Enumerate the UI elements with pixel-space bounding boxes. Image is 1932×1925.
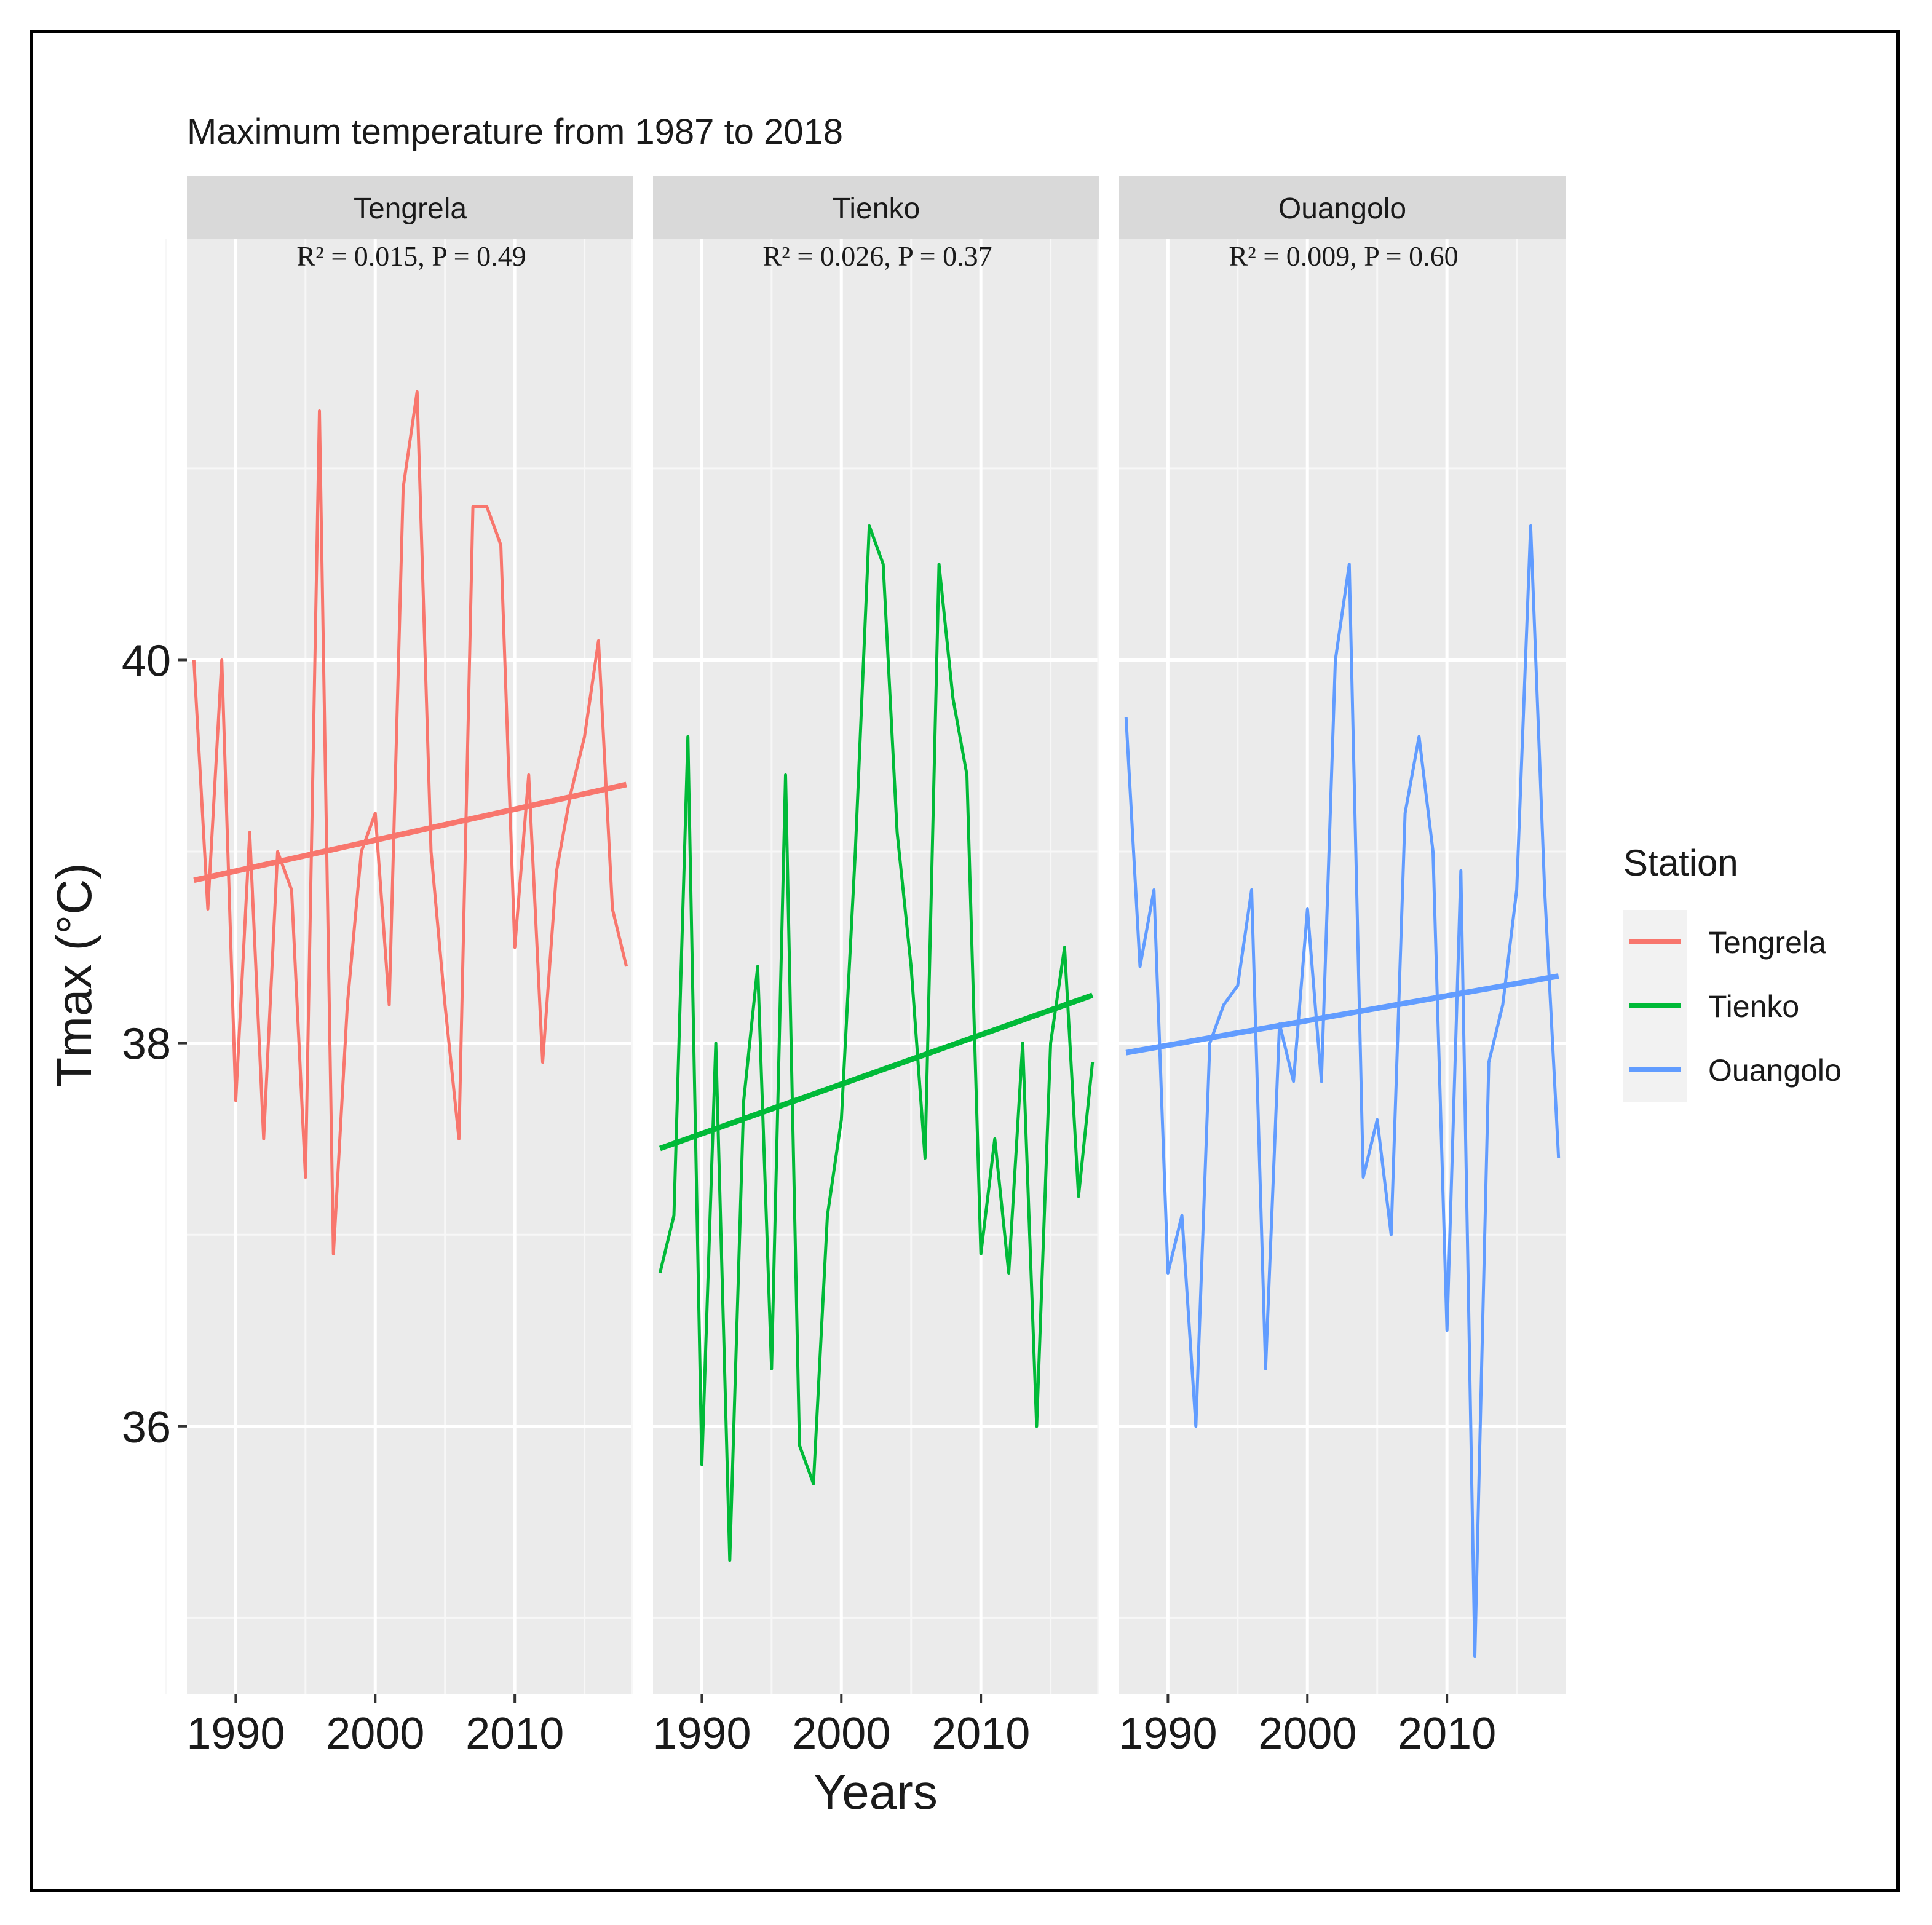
panel-tengrela: Tengrela R² = 0.015, P = 0.49 1990 2000 2010 <box>165 176 633 1758</box>
facet-strip-label: Tienko <box>833 192 920 225</box>
series-line-ouangolo <box>1124 524 1561 1658</box>
panel-background <box>1119 239 1566 1694</box>
y-axis-label: Tmax (°C) <box>47 863 101 1087</box>
x-tick-label: 1990 <box>1118 1709 1217 1758</box>
stat-annotation: R² = 0.015, P = 0.49 <box>296 240 526 272</box>
x-tick-label: 1990 <box>186 1709 285 1758</box>
y-tick-label: 40 <box>122 636 171 686</box>
panel-ouangolo: Ouangolo R² = 0.009, P = 0.60 1990 2000 2010 <box>1097 176 1566 1758</box>
x-tick-label: 2010 <box>1398 1709 1496 1758</box>
chart-title: Maximum temperature from 1987 to 2018 <box>187 112 843 152</box>
y-axis: 36 38 40 <box>122 636 187 1452</box>
panel-background <box>653 239 1099 1694</box>
stat-annotation: R² = 0.026, P = 0.37 <box>762 240 992 272</box>
legend-label-tengrela: Tengrela <box>1708 925 1826 960</box>
x-axis-label: Years <box>814 1765 938 1819</box>
facet-strip-label: Tengrela <box>354 192 467 225</box>
panel-background <box>187 239 633 1694</box>
panel-tienko: Tienko R² = 0.026, P = 0.37 1990 2000 2010 <box>631 176 1099 1758</box>
facet-strip-label: Ouangolo <box>1278 192 1406 225</box>
facet-strip <box>1119 176 1566 239</box>
x-tick-label: 1990 <box>652 1709 751 1758</box>
trend-line-tengrela <box>193 781 627 883</box>
legend: Station Tengrela Tienko Ouangolo <box>1623 842 1842 1102</box>
y-tick-label: 36 <box>122 1403 171 1452</box>
trend-line-tienko <box>659 992 1094 1152</box>
series-line-tienko <box>658 524 1095 1562</box>
series-line-tengrela <box>192 390 628 1255</box>
y-tick-label: 38 <box>122 1020 171 1069</box>
legend-label-tienko: Tienko <box>1708 989 1799 1024</box>
legend-title: Station <box>1623 842 1738 883</box>
x-tick-label: 2010 <box>465 1709 564 1758</box>
stat-annotation: R² = 0.009, P = 0.60 <box>1229 240 1458 272</box>
facet-strip <box>187 176 633 239</box>
x-tick-label: 2000 <box>326 1709 424 1758</box>
facet-strip <box>653 176 1099 239</box>
legend-label-ouangolo: Ouangolo <box>1708 1053 1842 1088</box>
trend-line-ouangolo <box>1125 973 1559 1056</box>
x-tick-label: 2010 <box>932 1709 1030 1758</box>
figure-frame <box>30 30 1900 1892</box>
x-tick-label: 2000 <box>792 1709 890 1758</box>
facet-panels: Tengrela R² = 0.015, P = 0.49 1990 2000 2010… <box>165 176 1566 1758</box>
x-tick-label: 2000 <box>1258 1709 1356 1758</box>
